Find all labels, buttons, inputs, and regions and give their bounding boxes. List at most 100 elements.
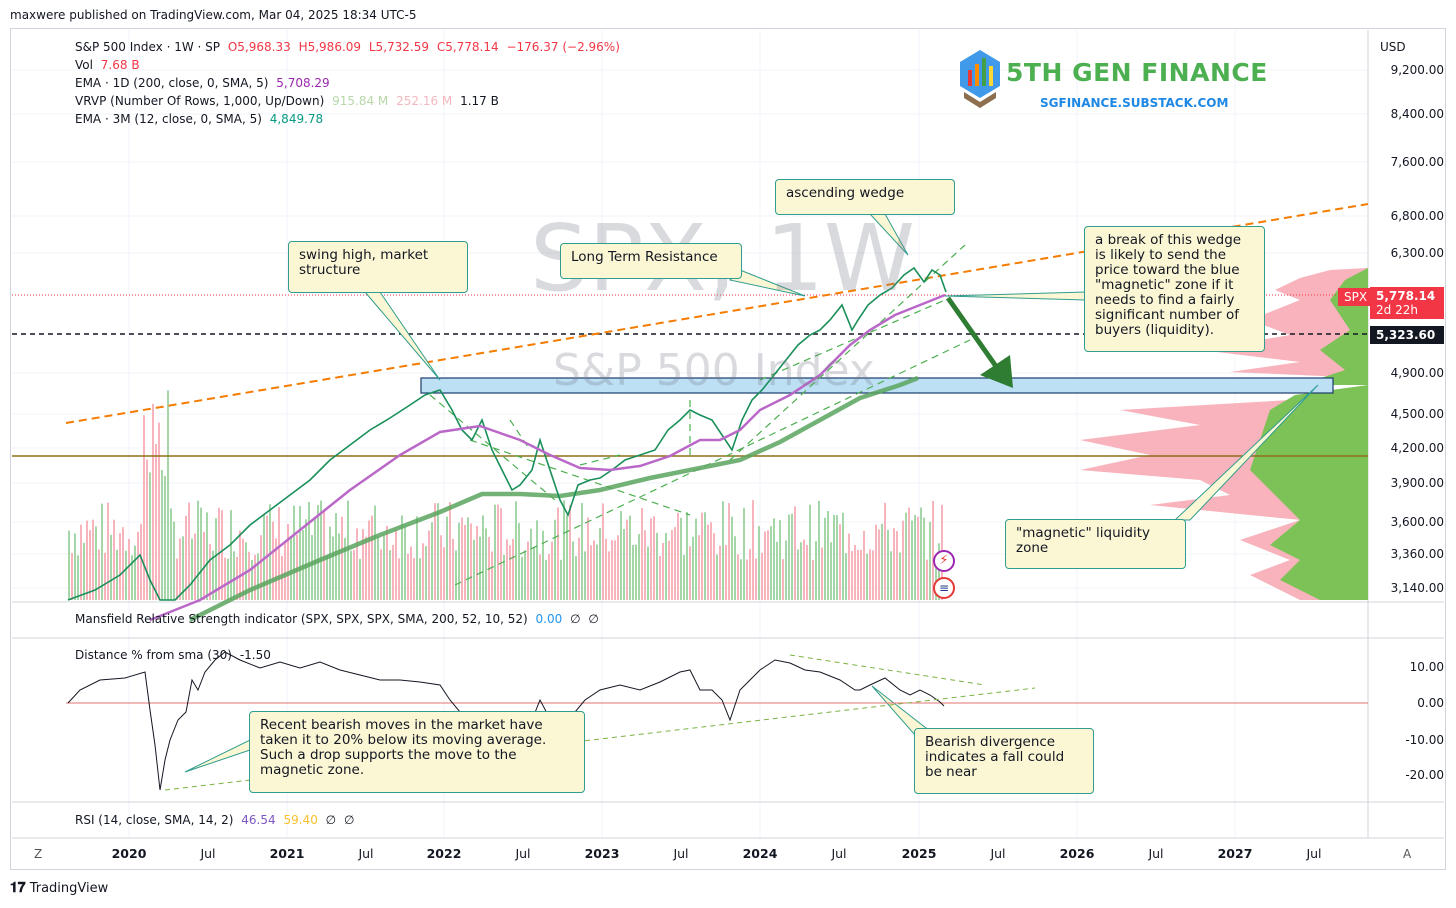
volume-bar xyxy=(77,555,79,600)
volume-bar xyxy=(932,500,934,600)
vol-value: 7.68 B xyxy=(100,58,140,72)
volume-bar xyxy=(569,505,571,600)
ohlc-row[interactable]: S&P 500 Index · 1W · SP O5,968.33 H5,986… xyxy=(75,38,620,56)
auto-scale-button[interactable]: A xyxy=(1403,847,1412,861)
volume-bar xyxy=(71,553,73,600)
vrvp-total-value: 1.17 B xyxy=(460,94,499,108)
volume-bar xyxy=(761,552,763,600)
divergence-trend-line[interactable] xyxy=(789,654,986,686)
distance-tick: 0.00 xyxy=(1417,696,1444,710)
volume-bar xyxy=(623,529,625,600)
volume-bar xyxy=(818,500,820,600)
volume-bar xyxy=(293,505,295,600)
volume-bar xyxy=(605,538,607,600)
volume-bar xyxy=(812,559,814,600)
volume-bar xyxy=(158,422,160,600)
bearish-moves-note[interactable]: Recent bearish moves in the market have … xyxy=(249,711,585,793)
volume-bar xyxy=(731,516,733,600)
volume-bar xyxy=(323,510,325,600)
volume-bar xyxy=(902,520,904,600)
break-note[interactable]: a break of this wedge is likely to send … xyxy=(1084,226,1265,352)
distance-legend[interactable]: Distance % from sma (30) -1.50 xyxy=(75,648,271,662)
volume-bar xyxy=(146,459,148,600)
volume-bar xyxy=(782,559,784,600)
ema-1d-line[interactable] xyxy=(149,293,946,622)
level-price-tag[interactable]: 5,323.60 xyxy=(1370,326,1444,344)
volume-bar xyxy=(674,527,676,600)
timezone-button[interactable]: Z xyxy=(34,847,43,861)
volume-bar xyxy=(326,555,328,600)
volume-bar xyxy=(350,550,352,600)
divergence-note[interactable]: Bearish divergence indicates a fall coul… xyxy=(914,728,1094,794)
volume-bar xyxy=(704,512,706,600)
volume-bar xyxy=(86,520,88,600)
swing-high-note[interactable]: swing high, market structure xyxy=(288,241,468,293)
resistance-note[interactable]: Long Term Resistance xyxy=(560,243,742,279)
time-tick: 2024 xyxy=(742,846,778,861)
volume-bar xyxy=(617,535,619,600)
wedge-lines[interactable] xyxy=(429,244,971,586)
volume-bar xyxy=(608,551,610,600)
ema2-row[interactable]: EMA · 3M (12, close, 0, SMA, 5) 4,849.78 xyxy=(75,110,620,128)
volume-bar xyxy=(719,545,721,600)
volume-bar xyxy=(224,557,226,600)
magnetic-zone-note[interactable]: "magnetic" liquidity zone xyxy=(1005,519,1186,569)
price-line[interactable] xyxy=(67,266,947,601)
volume-bar xyxy=(515,501,517,600)
volume-bar xyxy=(167,390,169,600)
ema-3m-line[interactable] xyxy=(188,375,919,623)
note-line: zone xyxy=(1016,540,1049,556)
volume-bar xyxy=(473,539,475,600)
note-line: price toward the blue xyxy=(1095,262,1240,278)
wedge-note[interactable]: ascending wedge xyxy=(775,179,955,215)
volume-bar xyxy=(920,507,922,600)
volume-bar xyxy=(527,541,529,600)
lightning-icon[interactable]: ⚡ xyxy=(933,550,955,572)
ema1-row[interactable]: EMA · 1D (200, close, 0, SMA, 5) 5,708.2… xyxy=(75,74,620,92)
volume-bar xyxy=(740,559,742,600)
volume-bar xyxy=(641,508,643,600)
volume-bar xyxy=(869,549,871,600)
price-tick: 3,360.00 xyxy=(1390,547,1444,561)
note-line: Recent bearish moves in the market have xyxy=(260,717,543,733)
projection-arrow-head[interactable] xyxy=(980,355,1013,388)
volume-bar xyxy=(767,530,769,600)
volume-bar xyxy=(728,503,730,600)
volume-bar xyxy=(308,501,310,600)
volume-bar xyxy=(314,517,316,600)
volume-bar xyxy=(233,551,235,600)
us-flag-icon[interactable]: ≡ xyxy=(933,577,955,599)
vol-row[interactable]: Vol 7.68 B xyxy=(75,56,620,74)
note-line: Long Term Resistance xyxy=(571,249,718,265)
volume-bar xyxy=(374,505,376,600)
volume-bar xyxy=(242,538,244,600)
last-price-tag[interactable]: 5,778.14 2d 22h xyxy=(1370,287,1444,319)
projection-arrow-shaft[interactable] xyxy=(945,296,1003,374)
time-tick: Jul xyxy=(831,846,847,861)
volume-bar xyxy=(203,531,205,600)
rsi-legend[interactable]: RSI (14, close, SMA, 14, 2) 46.54 59.40 … xyxy=(75,813,354,827)
volume-bar xyxy=(524,550,526,600)
volume-bar xyxy=(512,538,514,600)
volume-bar xyxy=(107,502,109,600)
volume-bar xyxy=(680,517,682,600)
volume-bar xyxy=(698,535,700,600)
volume-bar xyxy=(287,523,289,600)
price-tick: 6,800.00 xyxy=(1390,209,1444,223)
close-value: C5,778.14 xyxy=(436,40,499,54)
volume-bar xyxy=(596,544,598,600)
mansfield-legend[interactable]: Mansfield Relative Strength indicator (S… xyxy=(75,612,599,626)
volume-bar xyxy=(554,519,556,600)
vrvp-row[interactable]: VRVP (Number Of Rows, 1,000, Up/Down) 91… xyxy=(75,92,620,110)
volume-bar xyxy=(332,536,334,600)
volume-bar xyxy=(182,536,184,600)
volume-bar xyxy=(113,519,115,600)
currency-label[interactable]: USD xyxy=(1380,40,1406,54)
volume-bar xyxy=(503,554,505,600)
volume-bar xyxy=(587,517,589,600)
vrvp-up-value: 915.84 M xyxy=(332,94,389,108)
volume-bar xyxy=(83,542,85,600)
volume-bar xyxy=(443,547,445,600)
volume-bar xyxy=(461,517,463,600)
